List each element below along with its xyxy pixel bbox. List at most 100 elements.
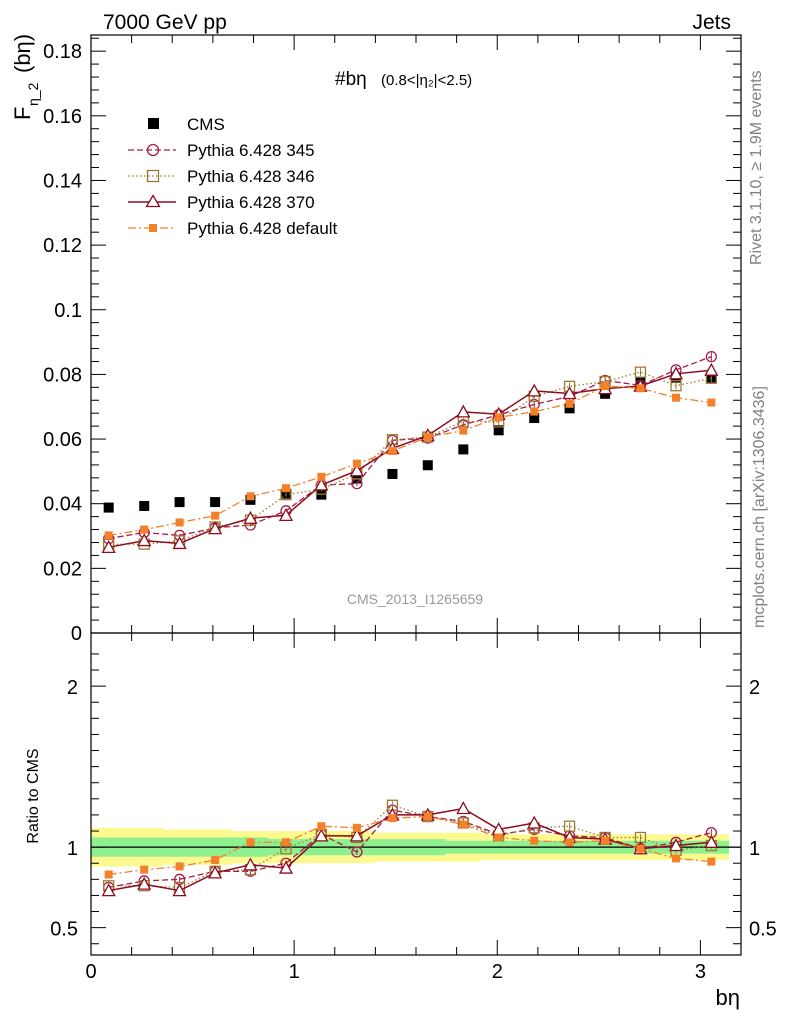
legend-marker-pdefault (149, 224, 157, 232)
ratio-pdef-point (317, 822, 326, 831)
legend-label-p370: Pythia 6.428 370 (187, 193, 315, 212)
main-p370-point (208, 521, 223, 535)
ratio-pdef-point (530, 836, 539, 845)
ratio-pdef-point (672, 854, 680, 863)
main-pdef-point (530, 407, 539, 416)
ratio-pdef-point (494, 833, 503, 842)
main-pdef-point (246, 492, 255, 501)
cms-data-point (422, 460, 433, 471)
main-p370-point (172, 536, 187, 550)
ratio-pdef-point (246, 838, 255, 847)
cms-data-point (103, 502, 114, 513)
y-tick-label: 0.12 (43, 235, 82, 257)
main-p370-point (562, 386, 577, 400)
legend-marker-p345 (146, 143, 160, 157)
x-tick-label: 2 (492, 961, 503, 983)
y-axis-label-main: F (10, 107, 35, 120)
y-tick-label: 0.06 (43, 429, 82, 451)
y-axis-label-sub: η_2 (25, 82, 41, 106)
ratio-pdef-point (352, 823, 361, 832)
main-p370-point (101, 539, 116, 553)
ratio-p370-point (278, 860, 294, 874)
main-p370-point (527, 383, 542, 397)
main-pdef-point (282, 484, 290, 493)
rivet-version-text: Rivet 3.1.10, ≥ 1.9M events (748, 70, 765, 265)
main-p370-point (137, 533, 152, 547)
y-tick-label: 0.08 (43, 364, 82, 386)
main-p370-point (314, 477, 329, 491)
main-series-group (101, 350, 719, 553)
main-p345-line (108, 355, 712, 540)
ratio-pdef-point (211, 856, 220, 865)
main-p346-point (670, 380, 682, 392)
legend-label-p346: Pythia 6.428 346 (187, 167, 315, 186)
main-p370-point (704, 362, 719, 376)
ratio-y-tick-label: 2 (67, 677, 78, 699)
ratio-p370-point (208, 865, 223, 879)
cms-data-point (139, 500, 150, 511)
ratio-p370-point (137, 876, 152, 890)
ratio-pdef-point (423, 812, 432, 821)
ratio-pdef-line (108, 815, 712, 876)
y-tick-label: 0.14 (43, 170, 82, 192)
plot-title-sub: (0.8<|η₂|<2.5) (381, 72, 472, 89)
main-p370-point (456, 404, 471, 418)
ratio-p370-point (101, 883, 116, 897)
ratio-y-tick-label-right: 2 (749, 677, 760, 699)
ratio-pdef-point (175, 862, 184, 871)
legend-entry-p345: Pythia 6.428 345 (128, 141, 315, 160)
ratio-p370-point (527, 815, 542, 829)
y-tick-label: 0.1 (54, 300, 82, 322)
mcplots-reference-text: mcplots.cern.ch [arXiv:1306.3436] (751, 386, 768, 628)
y-tick-label: 0.02 (43, 558, 82, 580)
main-pdef-point (352, 459, 361, 468)
ratio-y-tick-label-right: 0.5 (749, 919, 777, 941)
ratio-p370-point (668, 838, 684, 852)
ratio-p370-point (172, 883, 187, 897)
cms-data-point (529, 413, 540, 424)
data-series (101, 350, 719, 897)
main-pdef-point (140, 525, 149, 534)
ratio-y-tick-label-right: 1 (749, 838, 760, 860)
ratio-series-group (101, 799, 719, 897)
y-axis-label: F η_2 (bη) (10, 34, 41, 120)
ratio-pdef-point (707, 857, 716, 866)
ratio-p370-point (704, 834, 719, 848)
main-p370-point (349, 463, 364, 477)
main-p346-line (108, 371, 712, 546)
legend-label-pdefault: Pythia 6.428 default (187, 219, 338, 238)
y-tick-label: 0.18 (43, 41, 82, 63)
ratio-pdef-point (636, 844, 645, 853)
ratio-pdef-point (565, 838, 574, 847)
main-pdef-point (317, 472, 326, 481)
y-axis-label-tail: (bη) (10, 34, 35, 73)
main-p370-point (668, 366, 684, 380)
main-pdef-point (423, 433, 432, 442)
ratio-pdef-point (459, 820, 468, 829)
main-pdef-point (175, 518, 184, 527)
axes-ticks: 0 0.02 0.04 0.06 0.08 0.1 0.12 0.14 0.16 0.18 0.5 0… (43, 35, 777, 983)
main-pdef-point (104, 531, 113, 540)
cms-data-point (458, 444, 469, 455)
analysis-watermark: CMS_2013_I1265659 (347, 591, 483, 607)
cms-data-point (493, 425, 504, 436)
ratio-p370-point (349, 828, 364, 842)
legend-entry-pdefault: Pythia 6.428 default (128, 219, 338, 238)
ratio-p370-point (243, 857, 258, 871)
header-right-label: Jets (692, 11, 731, 34)
legend-marker-p346 (146, 169, 160, 183)
main-p346-point (634, 366, 647, 378)
main-pdef-point (459, 426, 468, 435)
main-pdef-point (211, 511, 220, 520)
legend-entry-p346: Pythia 6.428 346 (128, 167, 315, 186)
y-tick-label: 0.04 (43, 494, 82, 516)
main-p370-line (108, 369, 712, 549)
main-pdef-point (636, 384, 645, 393)
ratio-pdef-point (104, 870, 113, 879)
legend: CMS Pythia 6.428 345 Pythia 6.428 346 Py… (128, 115, 338, 238)
x-tick-label: 3 (695, 961, 706, 983)
legend-marker-cms (148, 118, 159, 129)
ratio-y-tick-label: 0.5 (50, 919, 78, 941)
legend-marker-p370 (145, 194, 161, 208)
y-tick-label: 0 (71, 623, 82, 645)
